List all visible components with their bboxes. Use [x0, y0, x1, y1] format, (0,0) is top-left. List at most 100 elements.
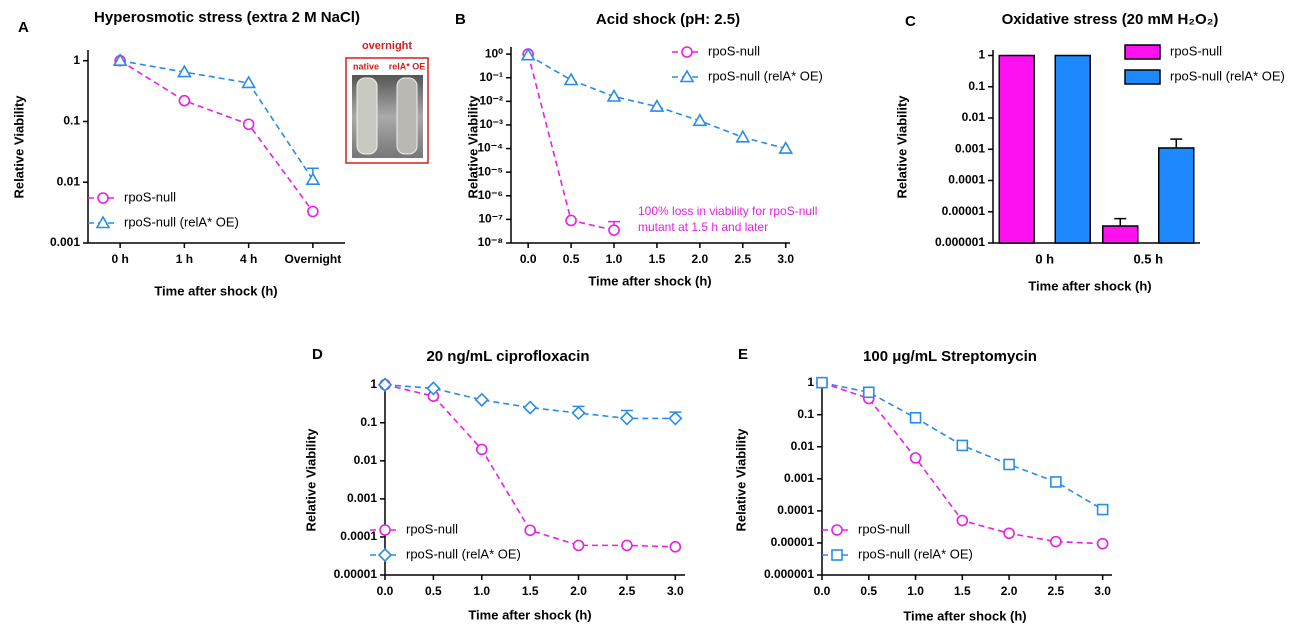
- data-point: [669, 541, 682, 553]
- legend-marker: [377, 547, 393, 563]
- y-tick-label: 10⁻⁷: [478, 212, 503, 226]
- y-tick-label: 0.1: [968, 79, 985, 93]
- y-tick-label: 10⁻⁵: [478, 164, 503, 178]
- data-point: [178, 94, 191, 107]
- x-tick-label: 1.0: [907, 584, 924, 598]
- data-point: [956, 514, 969, 527]
- x-tick-label: 0 h: [111, 252, 128, 266]
- data-point: [565, 214, 577, 227]
- y-tick-label: 0.01: [962, 110, 986, 124]
- legend-label: rpoS-null: [1170, 43, 1222, 58]
- legend-label: rpoS-null (relA* OE): [708, 68, 823, 83]
- data-point: [909, 412, 922, 424]
- y-tick-label: 0.0001: [340, 529, 377, 543]
- x-tick-label: 0.0: [814, 584, 831, 598]
- chart-title: 20 ng/mL ciprofloxacin: [426, 348, 589, 365]
- inset-label: relA* OE: [389, 61, 426, 71]
- y-tick-label: 0.000001: [935, 235, 985, 249]
- x-axis-label: Time after shock (h): [154, 283, 277, 298]
- annotation: 100% loss in viability for rpoS-null: [638, 204, 817, 218]
- bar: [1102, 225, 1139, 244]
- data-point: [619, 411, 635, 426]
- x-tick-label: 1.0: [473, 584, 490, 598]
- legend-marker: [97, 192, 109, 204]
- legend-marker: [681, 46, 693, 58]
- x-tick-label: 0.5: [425, 584, 442, 598]
- data-point: [572, 539, 585, 552]
- y-tick-label: 10⁻⁸: [478, 235, 503, 249]
- data-point: [956, 439, 969, 452]
- x-tick-label: 2.5: [734, 252, 751, 266]
- y-tick-label: 0.001: [50, 235, 80, 249]
- x-tick-label: 0.5: [860, 584, 877, 598]
- y-axis-label: Relative Viability: [894, 95, 909, 199]
- error-bar: [1170, 138, 1183, 148]
- legend-marker: [379, 524, 391, 536]
- error-bar: [1114, 217, 1127, 226]
- panel-label: C: [905, 13, 916, 30]
- x-tick-label: 3.0: [1094, 584, 1111, 598]
- legend-label: rpoS-null (relA* OE): [406, 546, 521, 561]
- chart-title: Oxidative stress (20 mM H₂O₂): [1002, 11, 1219, 28]
- data-point: [112, 53, 128, 67]
- x-tick-label: 4 h: [240, 252, 257, 266]
- legend-label: rpoS-null: [406, 521, 458, 536]
- x-tick-label: 1.5: [954, 584, 971, 598]
- y-tick-label: 10⁰: [485, 46, 503, 60]
- panel-label: A: [18, 19, 29, 36]
- tube: [396, 77, 418, 155]
- y-tick-label: 0.00001: [942, 204, 986, 218]
- y-tick-label: 0.0001: [777, 503, 814, 517]
- data-point: [909, 452, 922, 464]
- legend-label: rpoS-null (relA* OE): [858, 546, 973, 561]
- y-tick-label: 0.1: [360, 415, 377, 429]
- x-tick-label: 2.0: [570, 584, 587, 598]
- panel-label: B: [455, 11, 466, 28]
- panel-label: D: [312, 346, 323, 363]
- data-point: [778, 140, 794, 154]
- x-tick-label: 2.5: [619, 584, 636, 598]
- y-tick-label: 0.0001: [948, 173, 985, 187]
- data-point: [571, 405, 586, 421]
- y-tick-label: 10⁻¹: [479, 70, 503, 84]
- x-tick-label: 0.0: [520, 252, 537, 266]
- data-point: [1096, 503, 1109, 516]
- data-point: [176, 64, 192, 78]
- data-point: [523, 400, 538, 415]
- y-tick-label: 0.001: [784, 471, 814, 485]
- chart-title: 100 μg/mL Streptomycin: [863, 348, 1037, 365]
- y-axis-label: Relative Viability: [303, 428, 318, 532]
- x-tick-label: 0.5 h: [1133, 251, 1163, 266]
- data-point: [1003, 527, 1015, 540]
- data-point: [1003, 458, 1015, 471]
- x-tick-label: 3.0: [777, 252, 794, 266]
- y-tick-label: 0.00001: [334, 567, 378, 581]
- x-tick-label: 1 h: [176, 252, 193, 266]
- legend-marker: [831, 549, 843, 561]
- data-point: [305, 172, 321, 186]
- bar: [1054, 54, 1091, 244]
- legend-label: rpoS-null (relA* OE): [124, 214, 239, 229]
- inset-title: overnight: [362, 40, 412, 52]
- y-tick-label: 0.001: [347, 491, 377, 505]
- y-tick-label: 10⁻³: [479, 117, 503, 131]
- data-point: [377, 377, 393, 392]
- y-tick-label: 0.01: [57, 174, 81, 188]
- y-tick-label: 0.1: [63, 114, 80, 128]
- data-point: [242, 118, 255, 131]
- data-point: [692, 113, 708, 127]
- y-tick-label: 1: [978, 48, 985, 62]
- data-point: [1050, 476, 1062, 488]
- legend-marker: [95, 215, 111, 229]
- series-line: [119, 59, 314, 181]
- data-point: [1096, 537, 1109, 550]
- data-point: [606, 88, 622, 102]
- data-point: [608, 224, 620, 236]
- y-axis-label: Relative Viability: [465, 95, 480, 199]
- data-point: [816, 376, 828, 389]
- data-point: [475, 443, 488, 456]
- x-tick-label: 0.5: [563, 252, 580, 266]
- legend-swatch: [1124, 69, 1161, 85]
- x-tick-label: 2.0: [692, 252, 709, 266]
